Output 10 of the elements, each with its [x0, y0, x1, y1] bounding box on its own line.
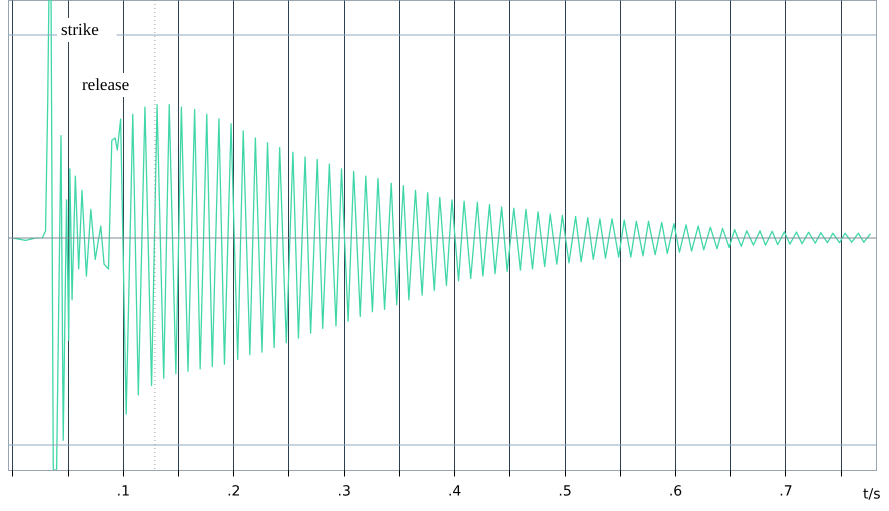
- x-tick-label: .7: [779, 484, 793, 500]
- annotation: release: [82, 75, 130, 94]
- x-tick-label: .4: [448, 484, 462, 500]
- x-tick-label: .3: [338, 484, 351, 500]
- x-tick-label: .6: [668, 484, 682, 500]
- x-tick-label: .1: [116, 484, 130, 500]
- x-tick-label: .5: [558, 484, 572, 500]
- x-axis-title: t/s: [863, 486, 880, 502]
- annotation: strike: [61, 20, 99, 39]
- x-tick-label: .2: [227, 484, 240, 500]
